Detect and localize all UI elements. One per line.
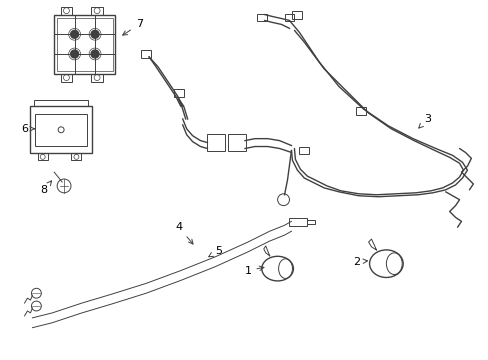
Bar — [91, 7, 103, 15]
Bar — [207, 134, 225, 152]
Bar — [57, 18, 112, 71]
Text: 6: 6 — [21, 124, 34, 134]
Text: 2: 2 — [352, 257, 367, 267]
Bar — [34, 100, 88, 106]
Text: 8: 8 — [41, 181, 51, 195]
Bar — [292, 11, 302, 18]
Bar — [61, 7, 72, 15]
Circle shape — [91, 50, 99, 58]
Bar — [289, 219, 306, 226]
Bar — [54, 15, 115, 74]
Text: 4: 4 — [175, 222, 193, 244]
Text: 5: 5 — [208, 246, 222, 257]
Bar — [355, 107, 365, 115]
Bar — [299, 147, 308, 154]
Circle shape — [71, 30, 79, 38]
Circle shape — [71, 50, 79, 58]
Bar — [284, 14, 294, 22]
Text: 3: 3 — [418, 114, 430, 128]
Bar — [141, 50, 151, 58]
Bar — [38, 153, 47, 160]
Bar — [256, 14, 266, 22]
Circle shape — [91, 30, 99, 38]
Bar — [228, 134, 245, 152]
Bar — [71, 153, 81, 160]
Text: 1: 1 — [244, 266, 264, 276]
Bar — [30, 106, 92, 153]
Bar — [61, 74, 72, 82]
Bar — [306, 220, 315, 224]
Bar — [173, 89, 183, 97]
Bar — [91, 74, 103, 82]
Bar — [35, 114, 87, 145]
Text: 7: 7 — [122, 19, 142, 35]
